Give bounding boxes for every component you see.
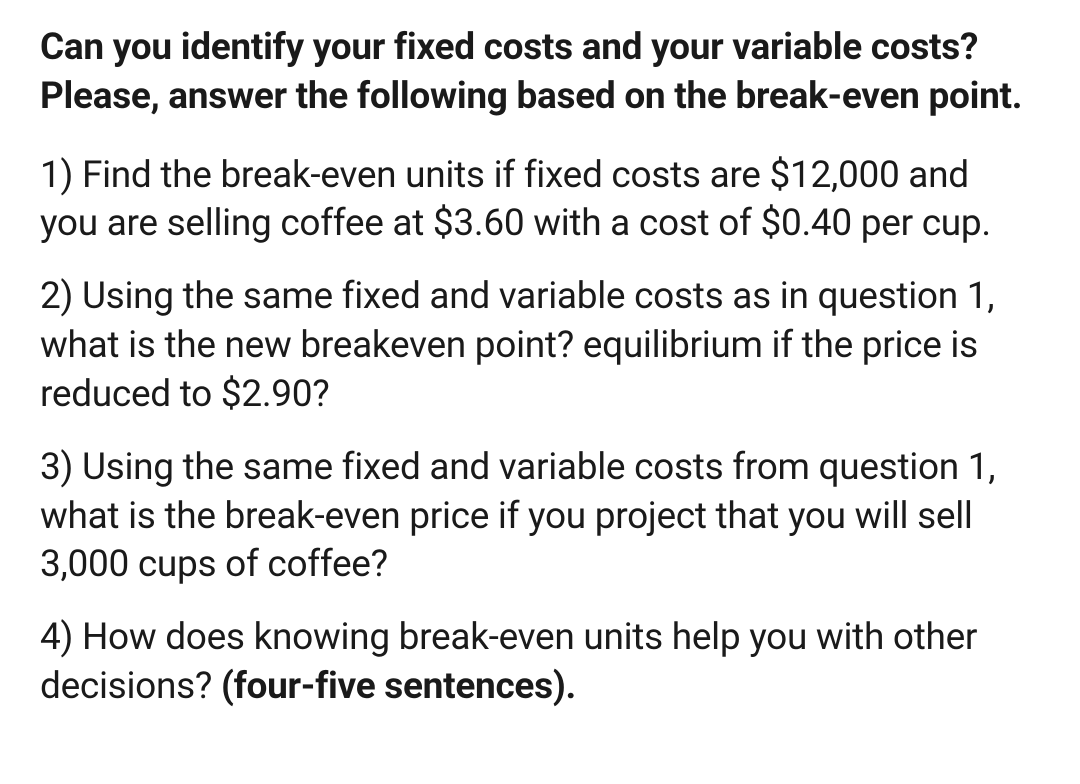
question-4-instruction: (four-five sentences). bbox=[221, 665, 576, 708]
question-2: 2) Using the same fixed and variable cos… bbox=[40, 273, 1030, 419]
question-4: 4) How does knowing break-even units hel… bbox=[40, 614, 1030, 712]
question-1: 1) Find the break-even units if fixed co… bbox=[40, 152, 1030, 250]
question-3: 3) Using the same fixed and variable cos… bbox=[40, 444, 1030, 590]
prompt-heading: Can you identify your fixed costs and yo… bbox=[40, 24, 1030, 122]
